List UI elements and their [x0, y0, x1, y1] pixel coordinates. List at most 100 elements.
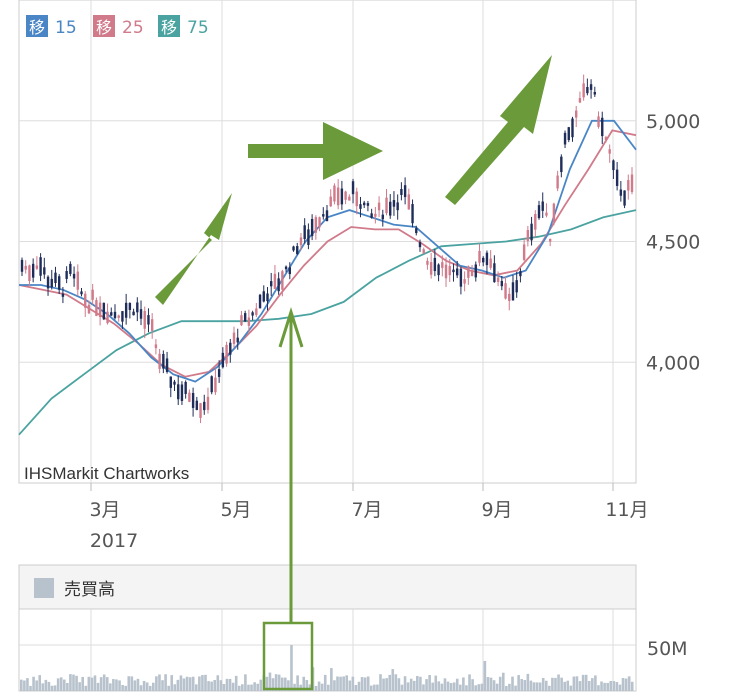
- volume-bar: [69, 674, 72, 691]
- volume-bar: [465, 685, 468, 691]
- ma75-line: [18, 209, 637, 436]
- volume-plot-frame: [18, 608, 637, 692]
- candle-body: [571, 118, 574, 138]
- legend: 移 15 移 25 移 75: [26, 15, 209, 38]
- candle-body: [124, 302, 128, 318]
- volume-bar: [505, 685, 508, 691]
- volume-bar: [529, 680, 533, 691]
- candle-body: [296, 246, 299, 255]
- volume-bar: [409, 678, 413, 691]
- volume-bar: [179, 675, 183, 691]
- ma25-path: [18, 129, 637, 378]
- candle-body: [344, 191, 347, 200]
- volume-bar: [244, 674, 247, 691]
- candle-body: [169, 376, 172, 388]
- volume-bar: [403, 676, 407, 691]
- candle-body: [177, 384, 180, 400]
- volume-bar: [520, 679, 524, 691]
- candle-body: [444, 264, 448, 279]
- candle-body: [132, 311, 135, 316]
- volume-bar: [554, 677, 557, 691]
- volume-bar: [133, 680, 137, 691]
- volume-bar: [185, 676, 189, 691]
- volume-bar: [618, 684, 622, 691]
- volume-bar: [188, 677, 192, 691]
- candle-body: [463, 279, 466, 284]
- volume-bar: [422, 684, 425, 691]
- volume-bar: [369, 685, 373, 691]
- candle-body: [478, 250, 481, 263]
- volume-bar: [477, 684, 481, 691]
- volume-bar: [406, 682, 410, 691]
- candle-body: [493, 263, 496, 283]
- candle-body: [162, 353, 165, 369]
- candle-body: [139, 309, 143, 319]
- x-axis-ticks: 3月 2017 5月 7月 9月 11月: [89, 483, 649, 552]
- volume-bar: [419, 676, 422, 691]
- y-tick-label: 5,000: [646, 111, 700, 133]
- volume-bar: [182, 678, 186, 691]
- candle-body: [333, 185, 336, 202]
- candle-body: [188, 392, 191, 402]
- candle-body: [418, 242, 422, 248]
- candle-body: [515, 280, 518, 293]
- candle-body: [281, 271, 284, 290]
- volume-bar: [373, 684, 376, 691]
- candle-body: [147, 315, 150, 325]
- volume-bar: [237, 685, 241, 691]
- volume-bar: [376, 684, 379, 691]
- y-axis-ticks: 5,000 4,500 4,000: [646, 111, 700, 375]
- ma75-path: [18, 209, 637, 436]
- volume-bar: [468, 674, 471, 691]
- candle-body: [61, 293, 65, 297]
- volume-bar: [363, 677, 367, 691]
- volume-bar: [492, 680, 496, 691]
- candle-body: [195, 400, 199, 410]
- volume-bar: [498, 676, 502, 691]
- candle-body: [258, 294, 262, 309]
- candle-body: [229, 342, 232, 355]
- candle-body: [627, 180, 630, 191]
- candle-body: [20, 259, 24, 272]
- candle-body: [519, 271, 522, 277]
- candle-body: [366, 203, 370, 206]
- volume-bar: [566, 680, 570, 691]
- volume-bar: [354, 684, 358, 691]
- volume-bar: [213, 679, 217, 691]
- candle-body: [593, 91, 597, 95]
- volume-bar: [526, 673, 530, 691]
- volume-bar: [256, 683, 259, 691]
- volume-bar: [176, 679, 180, 691]
- candle-body: [307, 229, 310, 245]
- volume-bar: [228, 678, 232, 691]
- legend-label-ma75: 移: [161, 18, 177, 37]
- candle-body: [46, 276, 50, 289]
- volume-bar: [308, 684, 312, 691]
- candle-body: [415, 228, 418, 234]
- volume-bar: [489, 677, 493, 691]
- volume-bar: [284, 677, 287, 691]
- candle-body: [329, 196, 332, 207]
- candle-body: [455, 268, 459, 276]
- candle-body: [422, 249, 425, 254]
- candle-body: [429, 262, 433, 275]
- volume-bar: [124, 685, 127, 691]
- volume-header: [18, 564, 637, 610]
- volume-bar: [440, 683, 444, 691]
- volume-bar: [265, 676, 269, 691]
- volume-highlight-box: [262, 621, 314, 691]
- volume-bar: [152, 682, 155, 691]
- candle-body: [396, 202, 399, 211]
- candle-body: [426, 260, 429, 265]
- vertical-arrow-head-icon: [278, 306, 304, 348]
- volume-bar: [158, 674, 161, 691]
- candle-body: [266, 293, 269, 302]
- volume-grid: [19, 609, 636, 691]
- volume-bar: [412, 680, 416, 691]
- candle-body: [184, 381, 187, 394]
- candle-body: [355, 191, 358, 207]
- volume-bar: [348, 680, 352, 691]
- candle-body: [136, 302, 139, 313]
- candle-body: [508, 293, 511, 301]
- candle-body: [91, 289, 94, 300]
